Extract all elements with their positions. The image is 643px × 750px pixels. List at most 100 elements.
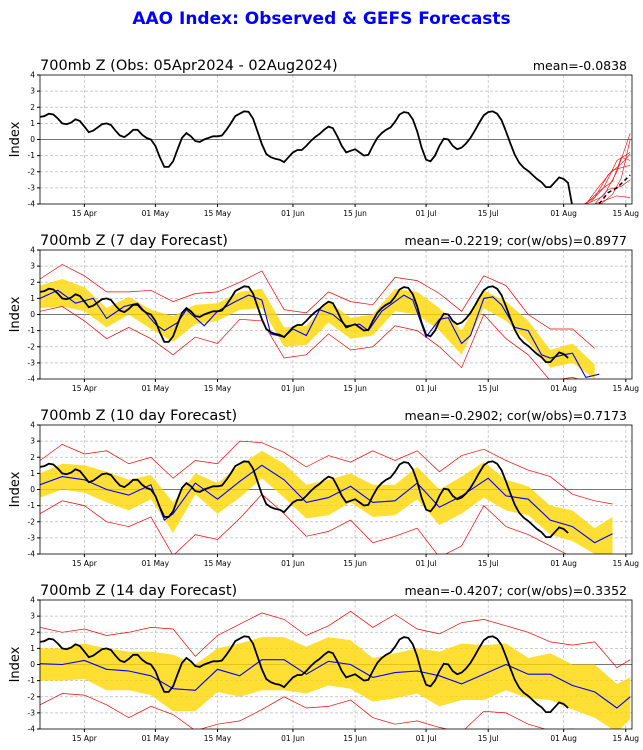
x-tick-label: 01 Aug: [550, 734, 577, 743]
ensemble-mean-line: [40, 464, 613, 544]
y-tick-label: 1: [30, 469, 35, 478]
y-tick-label: -4: [28, 200, 36, 209]
x-tick-label: 15 Aug: [612, 734, 639, 743]
x-tick-label: 15 Apr: [72, 734, 98, 743]
y-axis-label: Index: [8, 646, 23, 682]
x-tick-label: 01 Aug: [550, 559, 577, 568]
y-tick-label: 2: [30, 278, 35, 287]
ensemble-member-line: [584, 133, 631, 204]
y-tick-label: 4: [30, 596, 35, 605]
y-tick-label: -4: [28, 375, 36, 384]
x-tick-label: 01 Jun: [281, 559, 305, 568]
ensemble-max-line: [40, 440, 613, 505]
y-tick-label: 0: [30, 135, 35, 144]
plot-area: [40, 110, 631, 204]
panel-3: -4 -3 -2 -1 0 1 2 3 4 15 Apr 01 May 15 May 01 Jun 15 …: [8, 408, 639, 568]
y-tick-label: 2: [30, 628, 35, 637]
x-tick-label: 15 Jun: [343, 209, 367, 218]
panel-title: 700mb Z (Obs: 05Apr2024 - 02Aug2024): [40, 58, 338, 74]
spread-band: [40, 279, 595, 379]
x-tick-label: 15 May: [204, 559, 232, 568]
y-tick-label: -2: [28, 517, 36, 526]
ensemble-member-line: [590, 152, 631, 203]
panel-4: -4 -3 -2 -1 0 1 2 3 4 15 Apr 01 May 15 May 01 Jun 15 …: [8, 583, 639, 743]
x-tick-label: 15 Jul: [478, 734, 499, 743]
y-tick-label: -1: [28, 326, 36, 335]
y-axis-label: Index: [8, 471, 23, 507]
plot-area: [40, 610, 631, 729]
x-tick-label: 15 Jul: [478, 559, 499, 568]
panel-stat: mean=-0.4207; cor(w/obs)=0.3352: [404, 583, 627, 598]
y-tick-label: 4: [30, 71, 35, 80]
plot-frame: [39, 74, 633, 205]
ensemble-member-line: [593, 195, 631, 204]
x-tick-label: 15 Aug: [612, 209, 639, 218]
forecast-mean-line: [598, 174, 631, 204]
y-tick-label: -3: [28, 533, 36, 542]
x-tick-label: 01 Jul: [416, 384, 437, 393]
y-tick-label: 1: [30, 294, 35, 303]
x-tick-label: 01 Jul: [416, 559, 437, 568]
y-tick-label: 1: [30, 119, 35, 128]
x-tick-label: 01 May: [142, 209, 170, 218]
ensemble-min-line: [40, 493, 567, 554]
y-tick-label: -4: [28, 550, 36, 559]
y-tick-label: -2: [28, 167, 36, 176]
y-tick-label: 1: [30, 644, 35, 653]
x-tick-label: 15 Jun: [343, 734, 367, 743]
y-tick-label: -4: [28, 725, 36, 734]
x-tick-label: 15 Aug: [612, 559, 639, 568]
y-tick-label: 4: [30, 246, 35, 255]
ensemble-member-line: [600, 139, 631, 204]
y-tick-label: 0: [30, 660, 35, 669]
panel-stat: mean=-0.0838: [533, 58, 627, 73]
observed-line: [40, 285, 569, 364]
x-tick-label: 01 May: [142, 734, 170, 743]
x-tick-label: 15 Jun: [343, 384, 367, 393]
chart-title: AAO Index: Observed & GEFS Forecasts: [132, 9, 511, 29]
observed-line: [40, 460, 569, 538]
ensemble-member-line: [585, 165, 631, 204]
ensemble-member-line: [594, 179, 631, 204]
ensemble-min-line: [40, 306, 580, 379]
spread-band: [40, 637, 631, 729]
x-tick-label: 01 Jun: [281, 209, 305, 218]
ensemble-mean-line: [40, 659, 631, 709]
ensemble-min-line: [40, 693, 574, 729]
y-tick-label: 3: [30, 87, 35, 96]
y-axis-label: Index: [8, 121, 23, 157]
y-tick-label: -2: [28, 342, 36, 351]
x-tick-label: 15 Jun: [343, 559, 367, 568]
ensemble-member-line: [583, 153, 631, 204]
panel-title: 700mb Z (14 day Forecast): [40, 583, 237, 599]
panel-stat: mean=-0.2219; cor(w/obs)=0.8977: [404, 233, 627, 248]
panel-title: 700mb Z (10 day Forecast): [40, 408, 237, 424]
y-tick-label: 3: [30, 437, 35, 446]
plot-frame: [39, 599, 633, 730]
x-tick-label: 01 Aug: [550, 384, 577, 393]
x-tick-label: 15 Aug: [612, 384, 639, 393]
y-tick-label: -3: [28, 708, 36, 717]
y-tick-label: 3: [30, 612, 35, 621]
y-tick-label: 2: [30, 453, 35, 462]
y-tick-label: -2: [28, 692, 36, 701]
x-tick-label: 15 May: [204, 209, 232, 218]
observed-line: [40, 635, 569, 713]
y-tick-label: -3: [28, 183, 36, 192]
plot-frame: [39, 424, 633, 555]
spread-band: [40, 450, 613, 554]
x-tick-label: 01 Jun: [281, 734, 305, 743]
plot-area: [40, 440, 613, 554]
ensemble-member-line: [585, 156, 631, 204]
x-tick-label: 15 Jul: [478, 209, 499, 218]
panel-stat: mean=-0.2902; cor(w/obs)=0.7173: [404, 408, 627, 423]
x-tick-label: 15 Jul: [478, 384, 499, 393]
y-tick-label: -3: [28, 358, 36, 367]
ensemble-max-line: [40, 610, 631, 669]
y-tick-label: 4: [30, 421, 35, 430]
panel-title: 700mb Z (7 day Forecast): [40, 233, 228, 249]
y-tick-label: 0: [30, 485, 35, 494]
y-tick-label: 0: [30, 310, 35, 319]
x-tick-label: 01 Aug: [550, 209, 577, 218]
